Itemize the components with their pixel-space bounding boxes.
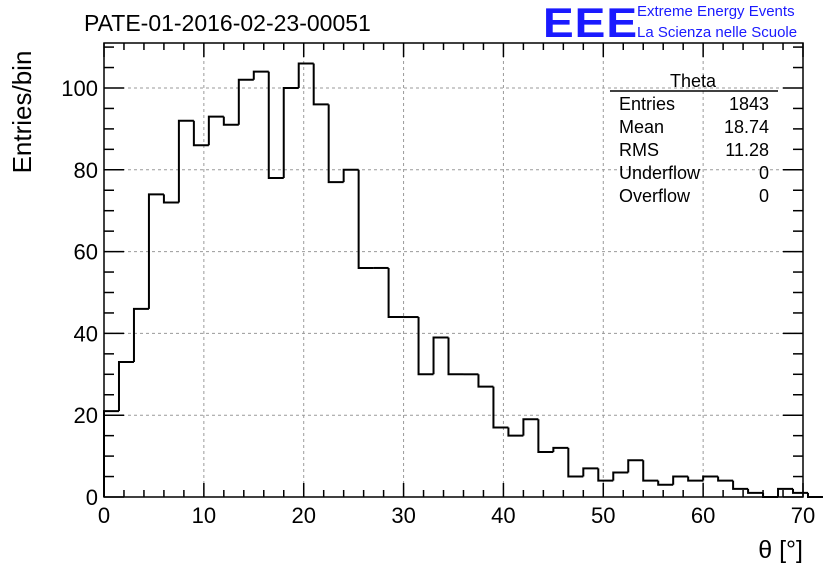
histogram-bin	[806, 492, 823, 498]
stats-row-value: 1843	[729, 94, 769, 114]
histogram-bin	[207, 115, 224, 146]
stats-row-value: 0	[759, 186, 769, 206]
plot-border	[103, 42, 804, 498]
histogram-bin	[417, 317, 434, 376]
histogram-bin	[747, 488, 764, 494]
histogram-bin	[642, 460, 659, 482]
histogram-bin	[657, 480, 674, 486]
y-tick-label: 20	[74, 403, 98, 428]
stats-row-label: RMS	[619, 140, 659, 160]
axis-ticks	[103, 43, 804, 498]
histogram-bin	[717, 476, 734, 482]
x-tick-label: 40	[491, 503, 515, 528]
histogram-bin	[237, 78, 254, 125]
histogram-bin	[103, 410, 119, 497]
stats-row-value: 11.28	[725, 140, 769, 160]
x-tick-label: 60	[691, 503, 715, 528]
stats-row-value: 18.74	[724, 117, 769, 137]
plot-frame	[103, 42, 804, 498]
histogram-series	[103, 62, 823, 498]
stats-row-label: Overflow	[619, 186, 691, 206]
histogram-bin	[117, 361, 134, 412]
histogram-bin	[387, 267, 404, 319]
y-axis-label: Entries/bin	[7, 51, 37, 174]
logo-tagline-1: Extreme Energy Events	[637, 3, 795, 20]
histogram-bin	[777, 487, 794, 497]
histogram-bin	[567, 447, 584, 478]
histogram-bin	[357, 169, 374, 269]
grid-lines	[104, 43, 803, 497]
y-tick-label: 40	[74, 321, 98, 346]
histogram-bin	[627, 459, 644, 473]
x-tick-label: 70	[791, 503, 815, 528]
stats-row-label: Underflow	[619, 163, 701, 183]
stats-box: Theta Entries 1843 Mean 18.74 RMS 11.28 Underf…	[610, 71, 778, 206]
histogram-bin	[162, 194, 179, 204]
histogram-bin	[342, 168, 359, 183]
x-tick-label: 30	[391, 503, 415, 528]
histogram-bin	[492, 386, 509, 429]
histogram-bin	[612, 471, 629, 481]
y-tick-label: 80	[74, 158, 98, 183]
histogram-bin	[297, 62, 314, 88]
tick-labels: 0 10 20 30 40 50 60 70 0 20 40 60 80 100	[61, 76, 815, 528]
y-tick-label: 100	[61, 76, 98, 101]
histogram-bin	[552, 446, 569, 453]
histogram-bin	[687, 476, 704, 482]
histogram-bin	[672, 475, 689, 485]
histogram-bin	[267, 71, 284, 179]
histogram-bin	[252, 70, 269, 80]
histogram-bin	[432, 336, 449, 375]
histogram-bin	[537, 419, 554, 454]
x-tick-label: 20	[291, 503, 315, 528]
histogram-bin	[597, 468, 614, 482]
stats-title: Theta	[670, 71, 717, 91]
histogram-bin	[327, 104, 344, 184]
histogram-bin	[792, 488, 808, 494]
histogram-bin	[522, 418, 539, 436]
histogram-bin	[582, 467, 599, 477]
y-tick-label: 60	[74, 240, 98, 265]
x-tick-label: 0	[98, 503, 110, 528]
histogram-bin	[507, 427, 524, 437]
histogram-bin	[732, 480, 749, 490]
histogram-bin	[222, 116, 239, 126]
histogram-bin	[477, 374, 494, 388]
histogram-bin	[702, 475, 719, 481]
histogram-bin	[132, 307, 149, 363]
histogram-bin	[192, 120, 209, 147]
x-tick-label: 10	[192, 503, 216, 528]
stats-row-value: 0	[759, 163, 769, 183]
histogram-bin	[312, 63, 329, 106]
x-axis-label: θ [°]	[758, 536, 803, 564]
histogram-bin	[447, 337, 464, 376]
run-title: PATE-01-2016-02-23-00051	[84, 10, 371, 36]
histogram-bin	[282, 86, 299, 178]
histogram-bin	[147, 193, 164, 309]
histogram-bin	[177, 119, 194, 203]
y-tick-label: 0	[86, 485, 98, 510]
logo-tagline-2: La Scienza nelle Scuole	[637, 24, 798, 41]
x-tick-label: 50	[591, 503, 615, 528]
stats-row-label: Entries	[619, 94, 675, 114]
eee-logo: EEE	[543, 0, 639, 47]
stats-row-label: Mean	[619, 117, 664, 137]
